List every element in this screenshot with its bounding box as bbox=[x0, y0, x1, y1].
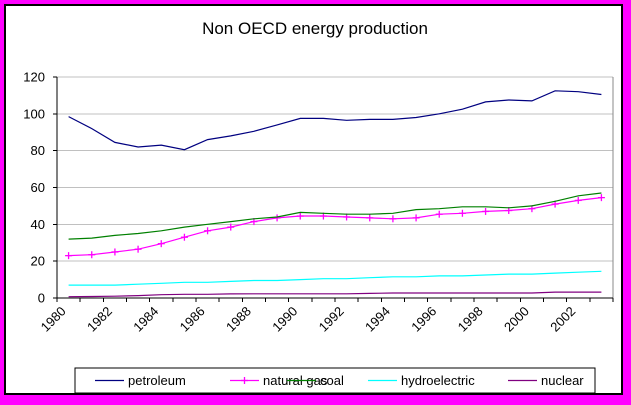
series-line[interactable] bbox=[68, 291, 602, 298]
x-axis-tick-label: 1994 bbox=[362, 304, 393, 335]
series-line[interactable] bbox=[68, 270, 602, 286]
y-axis-tick-label: 40 bbox=[31, 217, 45, 232]
series-hydroelectric[interactable] bbox=[68, 270, 602, 286]
x-axis-tick-label: 1986 bbox=[177, 304, 208, 335]
legend-item-nuclear[interactable]: nuclear bbox=[508, 373, 584, 388]
chart-frame: Non OECD energy production 0 20 40 60 80 100 1… bbox=[4, 4, 623, 395]
energy-production-chart: Non OECD energy production 0 20 40 60 80 100 1… bbox=[23, 19, 614, 393]
legend-label: hydroelectric bbox=[401, 373, 475, 388]
y-axis-tick-label: 0 bbox=[38, 291, 45, 306]
x-axis-tick-label: 1984 bbox=[130, 304, 161, 335]
series-line[interactable] bbox=[68, 197, 602, 257]
legend-item-petroleum[interactable]: petroleum bbox=[95, 373, 186, 388]
chart-title: Non OECD energy production bbox=[202, 19, 428, 38]
legend-label: nuclear bbox=[541, 373, 584, 388]
x-axis-tick-label: 1998 bbox=[455, 304, 486, 335]
y-axis-tick-label: 20 bbox=[31, 254, 45, 269]
x-axis-tick-label: 1990 bbox=[269, 304, 300, 335]
x-axis-tick-label: 1992 bbox=[316, 304, 347, 335]
y-axis-tick-label: 120 bbox=[23, 70, 45, 85]
y-axis-tick-label: 60 bbox=[31, 180, 45, 195]
x-axis-tick-label: 2000 bbox=[501, 304, 532, 335]
y-axis-tick-label: 80 bbox=[31, 143, 45, 158]
x-axis-tick-label: 1988 bbox=[223, 304, 254, 335]
axes bbox=[53, 76, 614, 302]
x-axis-tick-label: 1980 bbox=[38, 304, 69, 335]
legend-label: coal bbox=[320, 373, 344, 388]
y-axis-tick-label: 100 bbox=[23, 106, 45, 121]
x-axis-tick-label: 1982 bbox=[84, 304, 115, 335]
legend-item-hydroelectric[interactable]: hydroelectric bbox=[368, 373, 475, 388]
x-axis-tick-label: 2002 bbox=[547, 304, 578, 335]
plot-series bbox=[65, 90, 605, 298]
series-coal[interactable] bbox=[68, 192, 602, 240]
x-axis-tick-label: 1996 bbox=[408, 304, 439, 335]
legend-label: petroleum bbox=[128, 373, 186, 388]
axis-labels: 0 20 40 60 80 100 120 1980 1982 1984 1986 1988 1990 1… bbox=[23, 70, 578, 335]
gridlines bbox=[57, 76, 614, 298]
legend-item-coal[interactable]: coal bbox=[287, 373, 344, 388]
series-natural-gas[interactable] bbox=[65, 194, 605, 260]
series-line[interactable] bbox=[68, 192, 602, 240]
series-line[interactable] bbox=[68, 90, 602, 151]
series-nuclear[interactable] bbox=[68, 291, 602, 298]
series-petroleum[interactable] bbox=[68, 90, 602, 151]
